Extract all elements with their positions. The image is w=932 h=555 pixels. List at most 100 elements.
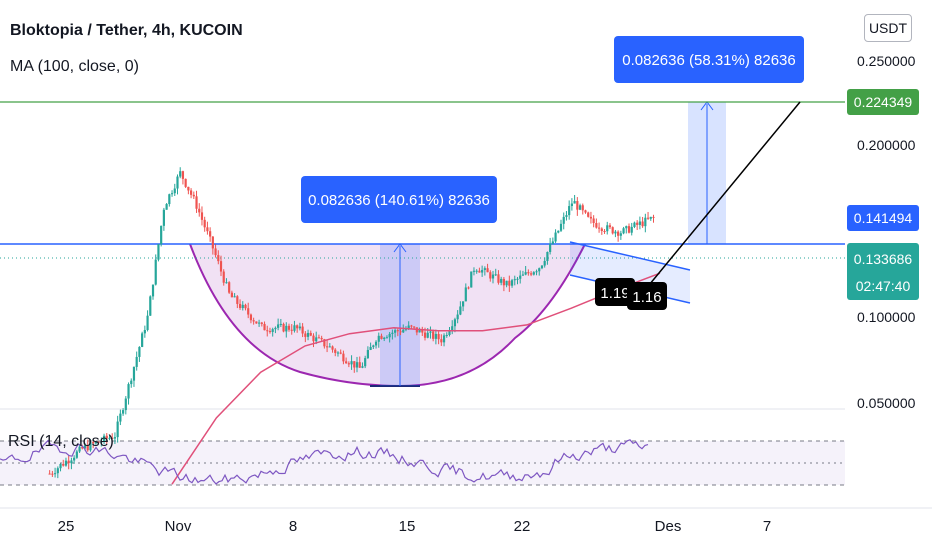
price-tick: 0.050000 [857, 395, 916, 411]
callout-a-bg[interactable] [595, 278, 635, 306]
candle-body [434, 333, 437, 339]
candle-body [323, 339, 326, 347]
candle-body [369, 346, 372, 350]
candle-body [538, 268, 541, 272]
candle-body [630, 226, 633, 233]
candle-body [157, 244, 160, 260]
candle-body [440, 339, 443, 343]
candle-body [296, 325, 299, 329]
candle-body [173, 188, 176, 194]
candle-body [652, 216, 655, 218]
candle-body [162, 209, 165, 226]
candle-body [290, 329, 293, 331]
candle-body [209, 231, 212, 237]
candle-body [287, 325, 291, 330]
candle-body [627, 226, 631, 233]
candle-body [502, 278, 505, 286]
candle-body [334, 349, 337, 353]
candle-body [587, 212, 590, 217]
candle-body [141, 333, 144, 347]
callout-b-bg[interactable] [627, 282, 667, 310]
price-tick: 0.200000 [857, 137, 916, 153]
candle-body [540, 265, 544, 269]
candle-body [636, 222, 639, 225]
candle-body [489, 272, 492, 279]
projection-line[interactable] [639, 101, 801, 297]
candle-body [445, 335, 448, 337]
time-tick: 22 [514, 518, 531, 535]
candle-body [453, 319, 457, 327]
candle-body [589, 216, 593, 219]
candle-body [268, 331, 272, 333]
candle-body [325, 346, 329, 348]
candle-body [225, 282, 228, 284]
time-tick: 25 [58, 518, 75, 535]
price-axis[interactable]: 0.250000 0.200000 0.100000 0.050000 [857, 53, 916, 411]
candle-body [611, 227, 614, 234]
ma-legend[interactable]: MA (100, close, 0) [10, 58, 139, 75]
currency-unit-button[interactable]: USDT [864, 14, 912, 42]
candle-body [380, 335, 383, 339]
resistance-badge: 0.141494 [854, 210, 913, 226]
candle-body [494, 274, 497, 276]
candle-body [119, 413, 122, 422]
candle-body [606, 225, 609, 232]
candle-body [551, 241, 554, 244]
candle-body [568, 206, 571, 216]
measure-left-label-bg[interactable] [301, 176, 497, 223]
resistance-badge-bg [847, 205, 919, 231]
candle-body [184, 178, 187, 187]
candle-body [73, 457, 76, 461]
candle-body [625, 226, 628, 229]
price-tick: 0.250000 [857, 53, 916, 69]
chart-title[interactable]: Bloktopia / Tether, 4h, KUCOIN [10, 22, 243, 39]
candle-body [638, 221, 641, 225]
candle-body [102, 435, 106, 442]
candle-body [396, 330, 399, 332]
candle-body [105, 435, 108, 439]
candle-body [266, 330, 269, 332]
candle-body [111, 437, 114, 439]
candle-body [317, 337, 321, 339]
candle-body [206, 227, 209, 232]
rsi-legend[interactable]: RSI (14, close) [8, 433, 114, 450]
price-tick: 0.100000 [857, 309, 916, 325]
candle-body [361, 366, 364, 368]
candle-body [279, 323, 282, 325]
candle-body [83, 445, 87, 449]
candle-body [483, 268, 486, 270]
candle-body [391, 332, 394, 334]
candle-body [143, 329, 146, 334]
candle-body [649, 216, 652, 219]
candle-body [195, 196, 198, 209]
candle-body [456, 314, 459, 320]
candle-body [252, 320, 255, 322]
candle-body [222, 271, 225, 283]
candle-body [233, 296, 236, 298]
candle-body [331, 346, 334, 350]
candle-body [426, 332, 429, 338]
candle-body [121, 410, 125, 414]
candle-body [565, 215, 568, 217]
candle-body [244, 304, 247, 309]
candle-body [108, 437, 111, 439]
candle-body [429, 331, 432, 333]
candle-body [576, 201, 579, 210]
candle-body [132, 366, 136, 381]
candle-body [423, 332, 427, 338]
candle-body [135, 356, 138, 367]
candle-body [592, 218, 595, 224]
time-axis[interactable]: 25 Nov 8 15 22 Des 7 [58, 518, 772, 535]
candle-body [160, 225, 163, 245]
candle-body [510, 280, 514, 286]
candle-body [421, 329, 424, 333]
measure-right-label-bg[interactable] [614, 36, 804, 83]
candle-body [211, 236, 214, 249]
candle-body [200, 212, 204, 220]
candle-body [442, 335, 446, 343]
candle-body [383, 337, 386, 339]
candle-body [298, 326, 301, 329]
candle-body [543, 260, 546, 266]
candle-body [274, 327, 277, 330]
